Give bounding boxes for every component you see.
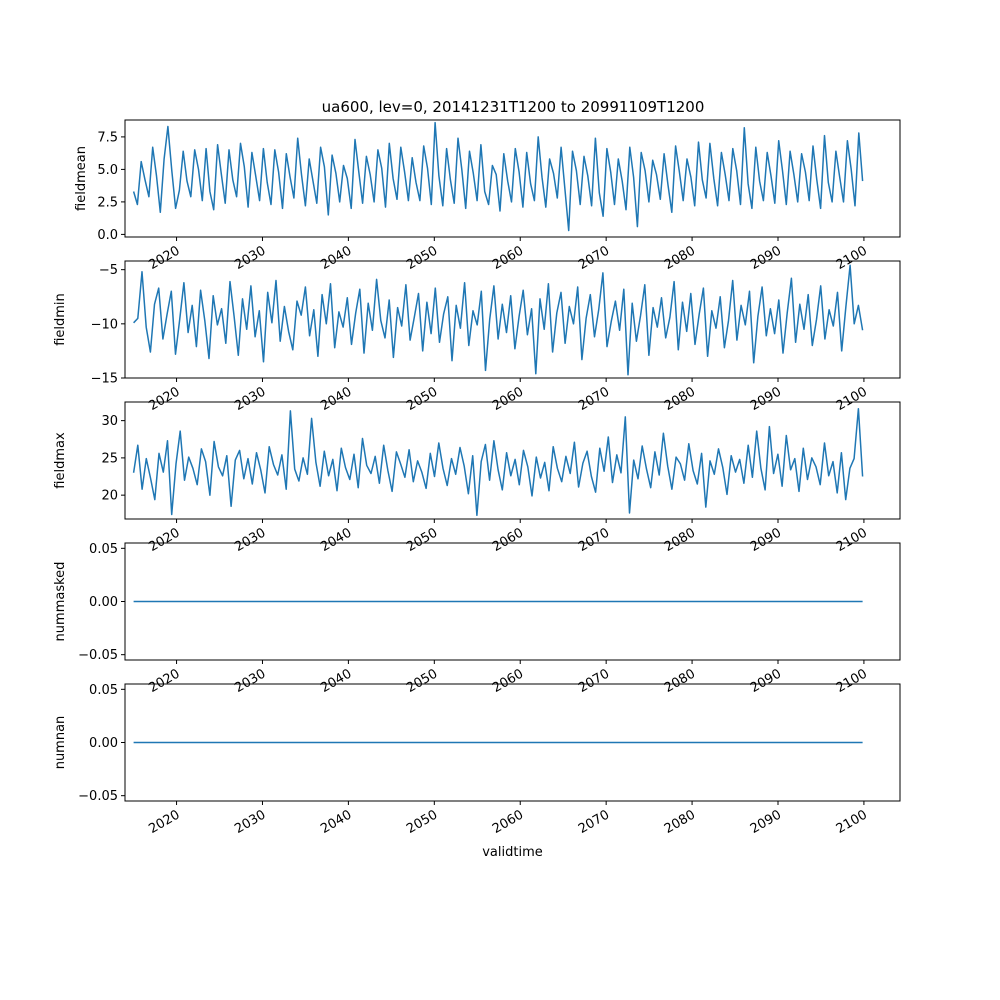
fieldmin-ytick-label: −5: [99, 263, 118, 278]
fieldmean-ytick-label: 0.0: [97, 228, 118, 243]
fieldmean-axes-frame: [124, 119, 901, 238]
numnan-ytick-label: −0.05: [78, 789, 118, 804]
fieldmax-ytick-label: 25: [101, 451, 118, 466]
fieldmean-series-line-0: [132, 121, 864, 232]
nummasked-ytick-label: 0.05: [89, 542, 118, 557]
x-axis-label: validtime: [482, 845, 543, 860]
fieldmin-ylabel: fieldmin: [53, 293, 68, 346]
fieldmax-ytick-label: 30: [101, 414, 118, 429]
figure-title: ua600, lev=0, 20141231T1200 to 20991109T…: [322, 98, 705, 116]
fieldmax-ytick-label: 20: [101, 489, 118, 504]
fieldmean-ytick-label: 7.5: [97, 130, 118, 145]
fieldmax-series-line-0: [132, 407, 864, 517]
fieldmin-ytick-label: −10: [91, 317, 118, 332]
fieldmean-ytick-label: 2.5: [97, 195, 118, 210]
nummasked-ytick-label: 0.00: [89, 595, 118, 610]
fieldmean-ytick-label: 5.0: [97, 163, 118, 178]
numnan-ytick-label: 0.05: [89, 683, 118, 698]
fieldmin-axes-frame: [124, 260, 901, 379]
nummasked-ylabel: nummasked: [53, 562, 68, 642]
numnan-ytick-label: 0.00: [89, 736, 118, 751]
fieldmin-series-line-0: [133, 264, 864, 376]
fieldmax-axes-frame: [124, 401, 901, 520]
fieldmin-ytick-label: −15: [91, 372, 118, 387]
nummasked-ytick-label: −0.05: [78, 648, 118, 663]
numnan-ylabel: numnan: [53, 716, 68, 770]
fieldmax-ylabel: fieldmax: [53, 432, 68, 489]
fieldmean-ylabel: fieldmean: [74, 146, 89, 211]
